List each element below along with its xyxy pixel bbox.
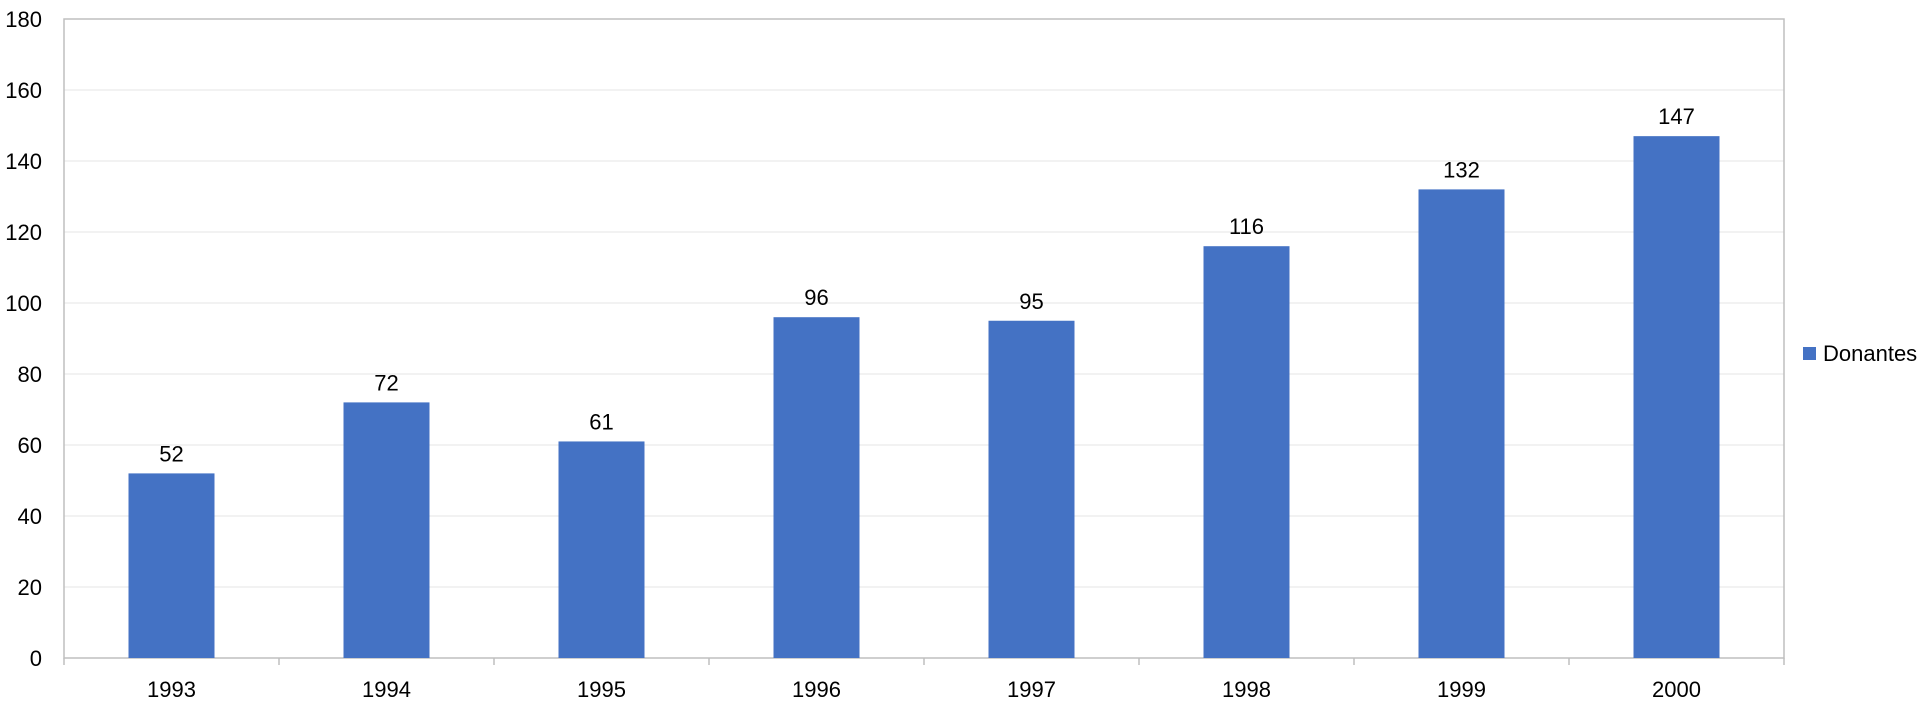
data-label: 72 xyxy=(374,370,398,395)
data-label: 147 xyxy=(1658,104,1695,129)
data-label: 52 xyxy=(159,441,183,466)
x-tick-label: 1993 xyxy=(147,677,196,702)
y-tick-label: 100 xyxy=(5,291,42,316)
x-tick-label: 2000 xyxy=(1652,677,1701,702)
x-tick-label: 1996 xyxy=(792,677,841,702)
bars xyxy=(128,136,1720,658)
y-tick-label: 140 xyxy=(5,149,42,174)
bar xyxy=(773,317,860,658)
bar xyxy=(1203,246,1290,658)
data-label: 61 xyxy=(589,409,613,434)
plot-area-border xyxy=(63,18,1785,659)
y-tick-label: 60 xyxy=(18,433,42,458)
bar xyxy=(343,402,430,658)
legend: Donantes xyxy=(1803,341,1917,366)
x-tick-label: 1998 xyxy=(1222,677,1271,702)
y-tick-label: 160 xyxy=(5,78,42,103)
legend-swatch xyxy=(1803,347,1816,360)
x-tick-label: 1997 xyxy=(1007,677,1056,702)
x-tick-label: 1995 xyxy=(577,677,626,702)
y-tick-label: 0 xyxy=(30,646,42,671)
data-labels: 52 72 61 96 95 116 132 147 xyxy=(159,104,1695,466)
bar xyxy=(1418,189,1505,658)
bar xyxy=(558,441,645,658)
y-tick-label: 20 xyxy=(18,575,42,600)
y-axis-tick-labels: 0 20 40 60 80 100 120 140 160 180 xyxy=(5,7,42,671)
y-tick-label: 180 xyxy=(5,7,42,32)
x-axis-tick-labels: 1993 1994 1995 1996 1997 1998 1999 2000 xyxy=(147,677,1701,702)
bar xyxy=(1633,136,1720,658)
legend-label: Donantes xyxy=(1823,341,1917,366)
data-label: 116 xyxy=(1229,214,1264,239)
data-label: 96 xyxy=(804,285,828,310)
y-tick-label: 120 xyxy=(5,220,42,245)
data-label: 132 xyxy=(1443,157,1480,182)
x-tick-label: 1999 xyxy=(1437,677,1486,702)
data-label: 95 xyxy=(1019,289,1043,314)
y-tick-label: 80 xyxy=(18,362,42,387)
x-tick-label: 1994 xyxy=(362,677,411,702)
bar xyxy=(128,473,215,658)
y-tick-label: 40 xyxy=(18,504,42,529)
bar xyxy=(988,320,1075,658)
